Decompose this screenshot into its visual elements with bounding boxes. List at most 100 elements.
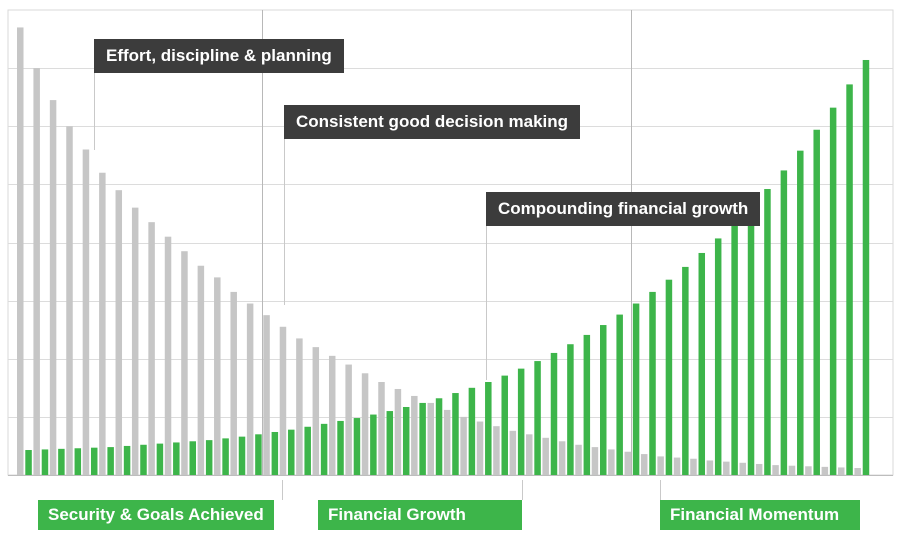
effort-bar	[509, 430, 517, 475]
growth-bar	[829, 107, 837, 476]
growth-bar	[238, 436, 246, 475]
phase-markers	[262, 10, 632, 475]
effort-bar	[263, 315, 270, 475]
growth-bar	[337, 420, 344, 475]
growth-bar	[567, 344, 574, 475]
effort-bar	[33, 68, 40, 476]
growth-bar	[41, 449, 49, 475]
growth-bar	[25, 450, 32, 475]
growth-bar	[370, 414, 377, 475]
growth-bar	[255, 434, 262, 475]
effort-bar	[493, 426, 500, 475]
growth-bar	[665, 279, 673, 475]
growth-series	[25, 59, 870, 476]
growth-bar	[452, 393, 459, 475]
growth-bar	[797, 150, 804, 475]
phase-label-growth: Financial Growth	[318, 500, 522, 530]
effort-bar	[805, 466, 812, 475]
effort-bar	[181, 251, 188, 475]
effort-bar	[296, 338, 303, 475]
effort-series	[17, 27, 861, 476]
effort-bar	[82, 149, 90, 475]
growth-bar	[205, 440, 213, 476]
growth-bar	[731, 223, 738, 475]
growth-bar	[550, 352, 558, 475]
callout-effort: Effort, discipline & planning	[94, 39, 344, 73]
effort-bar	[394, 388, 402, 475]
effort-bar	[230, 291, 237, 475]
effort-bar	[821, 466, 829, 475]
growth-bar	[189, 441, 196, 475]
effort-bar	[788, 465, 796, 475]
effort-bar	[591, 447, 599, 475]
phase-label-momentum: Financial Momentum	[660, 500, 860, 530]
effort-bar	[558, 441, 566, 475]
effort-bar	[723, 461, 730, 475]
growth-bar	[780, 170, 788, 475]
growth-bar	[485, 382, 492, 475]
growth-bar	[107, 447, 114, 475]
growth-bar	[862, 59, 870, 476]
callout-compounding: Compounding financial growth	[486, 192, 761, 226]
growth-bar	[222, 438, 229, 475]
growth-bar	[517, 368, 525, 475]
effort-bar	[328, 355, 336, 475]
effort-bar	[197, 265, 205, 475]
growth-bar	[682, 266, 689, 475]
growth-bar	[714, 238, 722, 475]
effort-bar	[49, 100, 57, 475]
phase-label-security: Security & Goals Achieved	[38, 500, 274, 530]
effort-bar	[148, 222, 155, 475]
growth-bar	[435, 398, 443, 475]
phase-connectors	[282, 480, 661, 500]
effort-bar	[66, 126, 73, 475]
effort-bar	[624, 451, 632, 475]
effort-bar	[673, 457, 681, 475]
growth-bar	[304, 426, 311, 475]
growth-bar	[320, 423, 328, 475]
growth-bar	[386, 411, 394, 475]
growth-bar	[140, 444, 147, 475]
growth-bar	[600, 325, 607, 475]
effort-bar	[443, 409, 451, 475]
effort-bar	[854, 468, 861, 475]
effort-bar	[460, 416, 467, 476]
effort-bar	[17, 27, 24, 475]
effort-bar	[131, 207, 139, 476]
effort-bar	[526, 434, 533, 475]
growth-bar	[288, 429, 295, 475]
callout-leaders	[94, 73, 487, 380]
growth-bar	[90, 447, 98, 475]
growth-bar	[353, 418, 361, 475]
effort-bar	[115, 190, 123, 475]
effort-bar	[755, 463, 763, 475]
growth-bar	[583, 334, 591, 475]
growth-bar	[616, 314, 623, 475]
growth-bar	[649, 291, 656, 475]
growth-bar	[468, 387, 476, 475]
callout-decision-making: Consistent good decision making	[284, 105, 581, 139]
effort-bar	[312, 347, 320, 476]
growth-bar	[764, 189, 771, 475]
effort-bar	[772, 465, 779, 475]
growth-bar	[173, 442, 180, 475]
growth-bar	[698, 252, 706, 475]
growth-bar	[534, 361, 541, 475]
growth-bar	[632, 303, 640, 475]
effort-bar	[739, 462, 746, 475]
growth-bar	[846, 84, 853, 476]
effort-bar	[378, 382, 385, 475]
effort-bar	[838, 467, 845, 475]
growth-bar	[123, 445, 131, 475]
effort-bar	[214, 277, 221, 476]
effort-bar	[427, 402, 434, 475]
effort-bar	[640, 454, 648, 475]
effort-bar	[411, 395, 418, 475]
growth-bar	[419, 402, 426, 475]
effort-bar	[345, 364, 352, 475]
effort-bar	[706, 460, 714, 475]
effort-bar	[164, 236, 172, 475]
plot-frame	[7, 9, 894, 476]
growth-bar	[501, 375, 508, 475]
